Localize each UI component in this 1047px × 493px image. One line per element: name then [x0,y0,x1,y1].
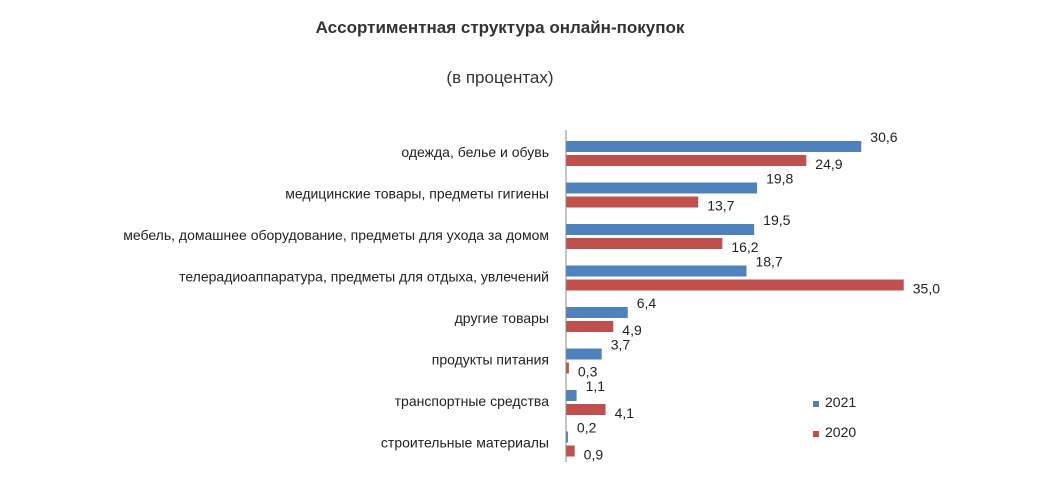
bar-2020 [566,238,723,249]
chart-title: Ассортиментная структура онлайн-покупок [315,18,685,37]
legend-swatch-2021 [813,401,819,407]
value-label-2021: 18,7 [755,254,782,270]
bar-2021 [566,390,577,401]
value-label-2021: 3,7 [611,337,631,353]
bar-2021 [566,307,628,318]
bar-2020 [566,404,606,415]
bar-2021 [566,265,747,277]
value-label-2020: 13,7 [707,198,734,214]
value-label-2021: 0,2 [577,420,597,436]
value-label-2021: 6,4 [637,295,657,311]
value-label-2020: 4,9 [622,322,642,338]
bar-2020 [566,362,569,374]
category-label: транспортные средства [395,393,550,409]
bar-2021 [566,348,602,360]
bar-2020 [566,155,807,166]
value-label-2020: 24,9 [815,156,842,172]
value-label-2021: 1,1 [586,378,606,394]
category-label: продукты питания [432,352,549,368]
legend-swatch-2020 [813,431,819,437]
category-label: мебель, домашнее оборудование, предметы … [123,227,549,243]
bar-2021 [566,141,862,152]
bar-2020 [566,321,614,332]
bar-2020 [566,279,904,291]
bar-2020 [566,196,699,208]
bar-2021 [566,224,755,235]
value-label-2021: 19,8 [766,171,793,187]
category-label: медицинские товары, предметы гигиены [285,186,549,202]
category-label: другие товары [455,310,549,326]
value-label-2020: 0,3 [578,364,598,380]
value-label-2020: 35,0 [913,281,940,297]
value-label-2020: 4,1 [615,405,635,421]
value-label-2020: 16,2 [731,239,758,255]
legend-label-2021: 2021 [825,394,856,410]
category-label: строительные материалы [381,435,549,451]
value-label-2021: 19,5 [763,212,790,228]
bar-2020 [566,445,575,457]
bar-2021 [566,431,568,443]
category-label: одежда, белье и обувь [401,144,549,160]
value-label-2021: 30,6 [870,129,897,145]
chart-subtitle: (в процентах) [446,68,554,87]
bar-2021 [566,182,758,194]
category-label: телерадиоаппаратура, предметы для отдыха… [179,269,549,285]
value-label-2020: 0,9 [584,447,604,463]
legend-label-2020: 2020 [825,424,856,440]
